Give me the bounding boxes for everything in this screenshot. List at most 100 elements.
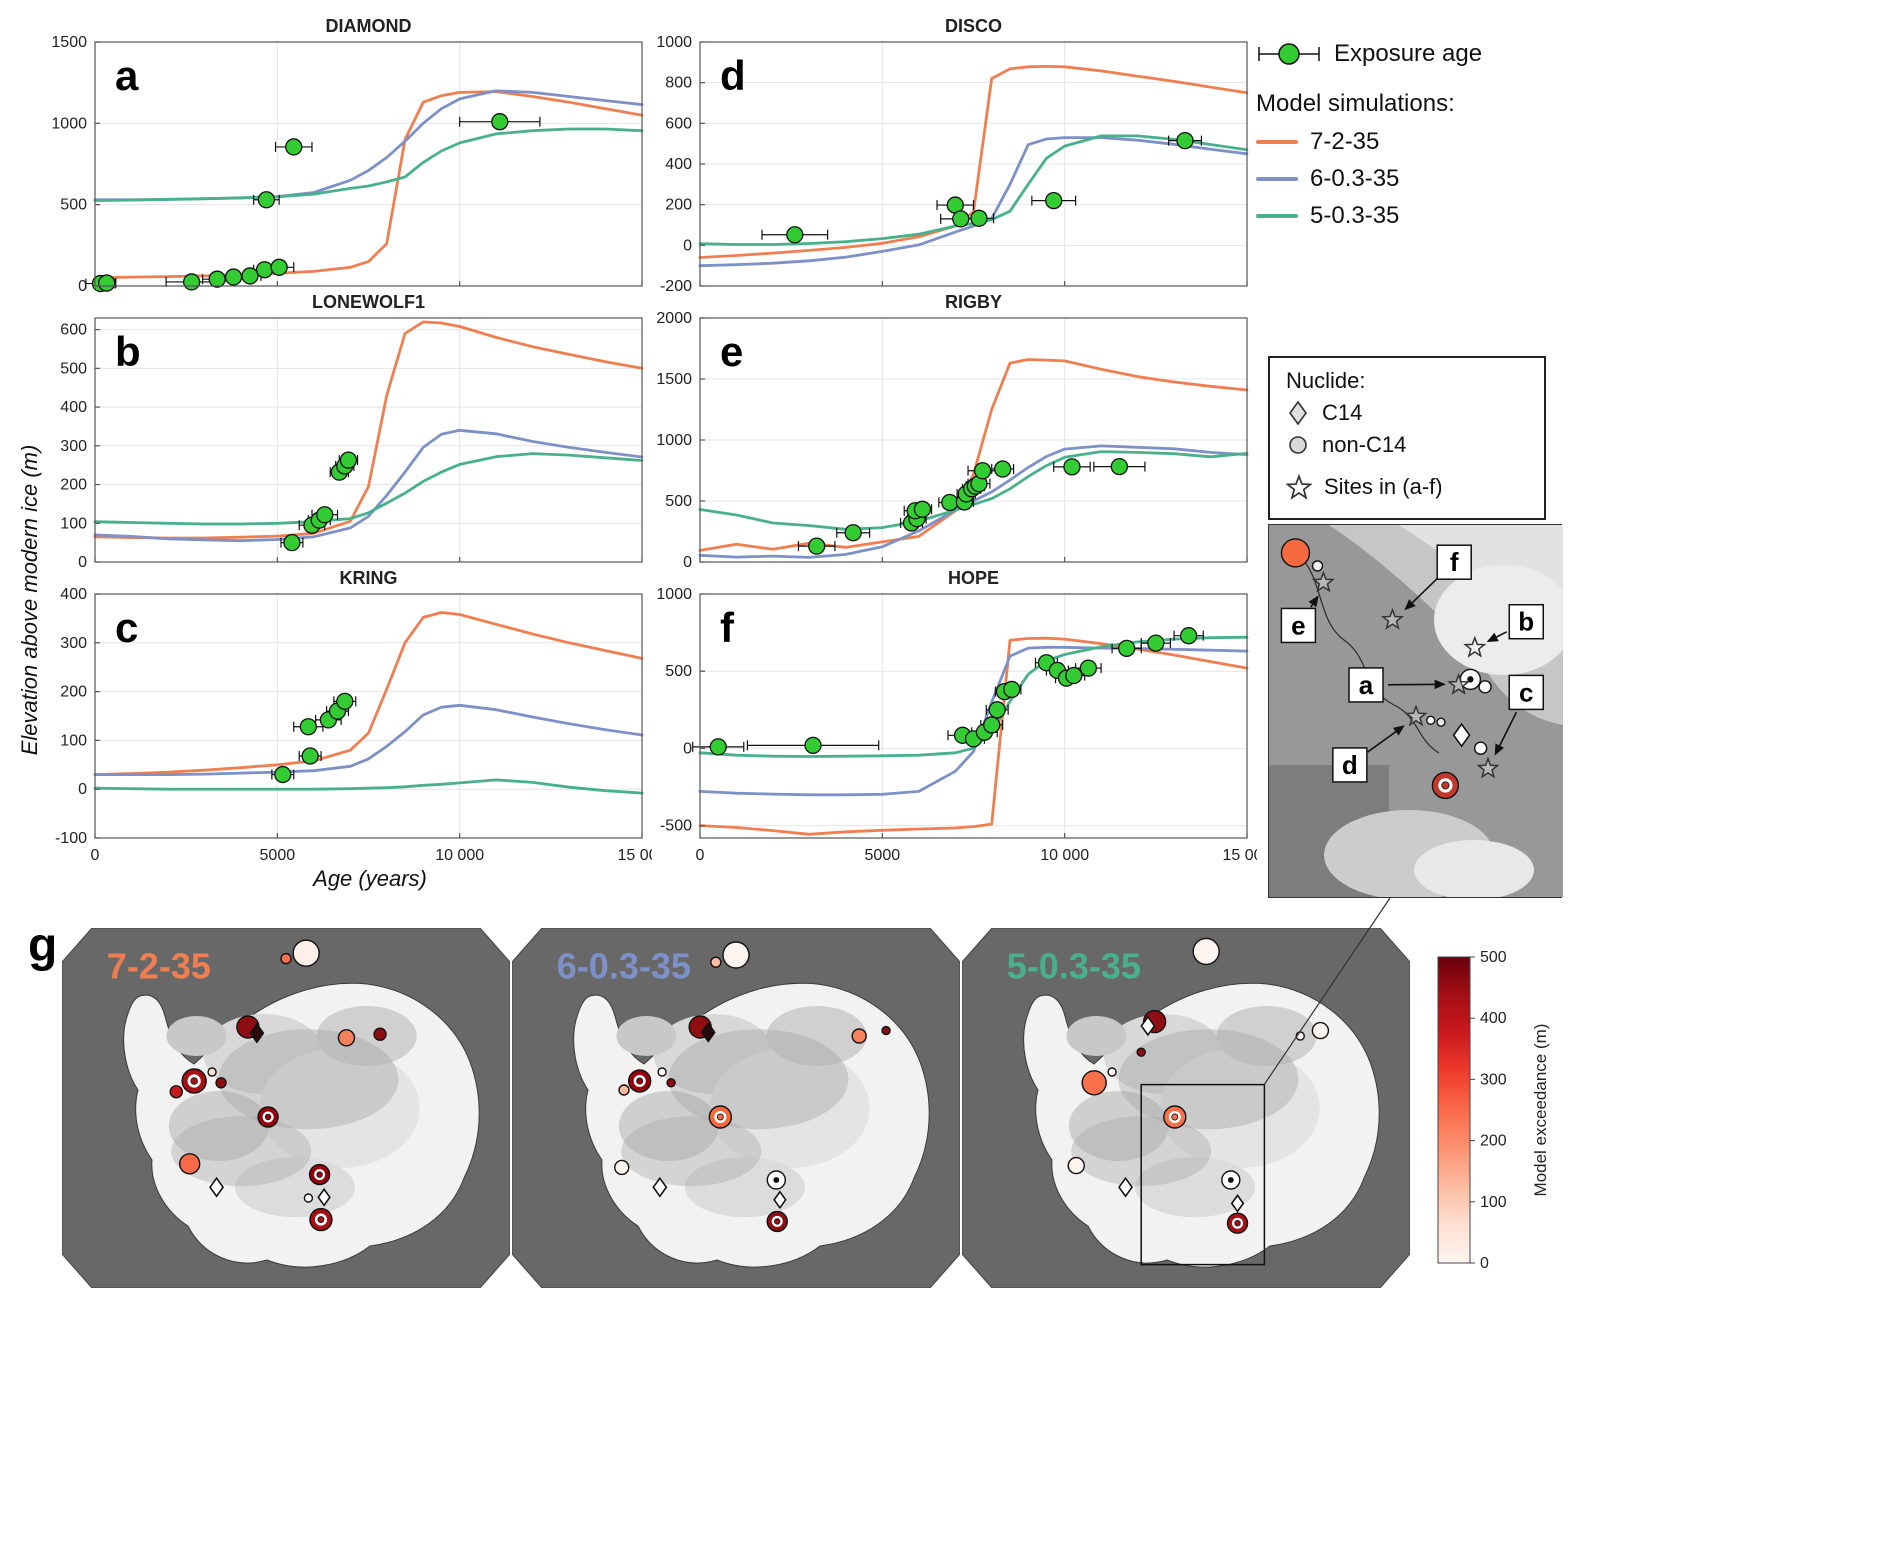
nuclide-item-c14: C14	[1286, 400, 1528, 426]
svg-text:0: 0	[78, 554, 87, 571]
model-exceedance-colorbar: 0 100 200 300 400 500 Model exceedance (m)	[1428, 945, 1588, 1275]
svg-text:400: 400	[60, 399, 87, 416]
svg-text:2000: 2000	[656, 310, 692, 327]
svg-text:c: c	[1519, 677, 1533, 707]
svg-text:-200: -200	[660, 278, 692, 295]
model-5-0-3-35-label: 5-0.3-35	[1310, 202, 1400, 229]
svg-text:5000: 5000	[260, 847, 296, 864]
svg-text:7-2-35: 7-2-35	[107, 945, 211, 986]
exposure-age-icon	[1258, 43, 1320, 65]
model-6-0-3-35-label: 6-0.3-35	[1310, 165, 1400, 192]
legend-exposure-age: Exposure age	[1256, 40, 1482, 68]
svg-text:1000: 1000	[656, 432, 692, 449]
svg-text:e: e	[720, 328, 743, 375]
svg-text:5-0.3-35: 5-0.3-35	[1007, 945, 1141, 986]
nuclide-non-c14-label: non-C14	[1322, 432, 1407, 457]
svg-text:LONEWOLF1: LONEWOLF1	[312, 292, 425, 312]
legend-model-6-0-3-35: 6-0.3-35	[1256, 165, 1482, 193]
diamond-icon	[1289, 400, 1307, 426]
site-location-inset-map: f b e a c d	[1268, 524, 1574, 900]
svg-text:KRING: KRING	[340, 568, 398, 588]
legend-model-7-2-35: 7-2-35	[1256, 128, 1482, 156]
model-7-2-35-swatch	[1256, 140, 1298, 144]
svg-text:DIAMOND: DIAMOND	[326, 16, 412, 36]
chart-disco: -200 0 200 400 600 800 1000 DISCO d	[642, 14, 1257, 319]
svg-text:1500: 1500	[656, 371, 692, 388]
chart-lonewolf1: 0 100 200 300 400 500 600 LONEWOLF1 b	[37, 290, 652, 595]
nuclide-legend-box: Nuclide: C14 non-C14 Sites in (a-f)	[1268, 356, 1546, 520]
svg-text:1500: 1500	[51, 34, 87, 51]
x-axis-label: Age (years)	[313, 866, 427, 891]
star-icon	[1286, 474, 1312, 500]
model-5-0-3-35-swatch	[1256, 214, 1298, 218]
svg-text:600: 600	[60, 322, 87, 339]
svg-text:DISCO: DISCO	[945, 16, 1002, 36]
legend: Exposure age Model simulations: 7-2-35 6…	[1256, 40, 1482, 239]
svg-text:b: b	[115, 328, 141, 375]
svg-text:200: 200	[60, 684, 87, 701]
svg-text:Model exceedance (m): Model exceedance (m)	[1531, 1024, 1550, 1197]
nuclide-sites-label: Sites in (a-f)	[1324, 474, 1443, 499]
svg-text:0: 0	[683, 740, 692, 757]
svg-text:100: 100	[60, 515, 87, 532]
nuclide-item-non-c14: non-C14	[1286, 432, 1528, 458]
svg-text:400: 400	[60, 586, 87, 603]
svg-text:-100: -100	[55, 830, 87, 847]
svg-text:400: 400	[665, 156, 692, 173]
model-simulations-title: Model simulations:	[1256, 90, 1455, 117]
circle-icon	[1289, 436, 1307, 454]
nuclide-c14-label: C14	[1322, 400, 1363, 425]
svg-text:500: 500	[60, 360, 87, 377]
svg-text:0: 0	[91, 847, 100, 864]
svg-text:500: 500	[60, 197, 87, 214]
svg-text:10 000: 10 000	[435, 847, 484, 864]
svg-text:200: 200	[665, 197, 692, 214]
model-7-2-35-label: 7-2-35	[1310, 128, 1380, 155]
svg-text:0: 0	[683, 237, 692, 254]
nuclide-item-sites: Sites in (a-f)	[1286, 474, 1528, 500]
svg-text:200: 200	[1480, 1133, 1507, 1150]
panel-g-letter: g	[28, 919, 58, 972]
svg-text:a: a	[1359, 670, 1374, 700]
svg-text:5000: 5000	[865, 847, 901, 864]
svg-text:f: f	[1450, 547, 1459, 577]
legend-model-5-0-3-35: 5-0.3-35	[1256, 202, 1482, 230]
svg-text:-500: -500	[660, 818, 692, 835]
svg-text:d: d	[1342, 750, 1358, 780]
svg-text:0: 0	[78, 278, 87, 295]
chart-rigby: 0 500 1000 1500 2000 RIGBY e	[642, 290, 1257, 595]
svg-text:500: 500	[665, 663, 692, 680]
model-6-0-3-35-swatch	[1256, 177, 1298, 181]
svg-text:0: 0	[1480, 1255, 1489, 1272]
map-6-0-3-35: 6-0.3-35	[511, 927, 961, 1289]
svg-text:600: 600	[665, 115, 692, 132]
exposure-age-label: Exposure age	[1334, 40, 1483, 67]
svg-text:1000: 1000	[51, 115, 87, 132]
svg-text:0: 0	[78, 781, 87, 798]
chart-diamond: 0 500 1000 1500 DIAMOND a	[37, 14, 652, 319]
svg-text:500: 500	[1480, 949, 1507, 966]
svg-text:d: d	[720, 52, 746, 99]
svg-text:800: 800	[665, 75, 692, 92]
svg-text:100: 100	[1480, 1194, 1507, 1211]
svg-text:500: 500	[665, 493, 692, 510]
svg-text:1000: 1000	[656, 34, 692, 51]
svg-text:1000: 1000	[656, 586, 692, 603]
nuclide-title: Nuclide:	[1286, 368, 1366, 393]
svg-text:300: 300	[60, 438, 87, 455]
svg-text:0: 0	[683, 554, 692, 571]
svg-text:RIGBY: RIGBY	[945, 292, 1002, 312]
svg-text:6-0.3-35: 6-0.3-35	[557, 945, 691, 986]
svg-text:15 000: 15 000	[1223, 847, 1257, 864]
svg-text:0: 0	[696, 847, 705, 864]
svg-text:a: a	[115, 52, 139, 99]
svg-text:400: 400	[1480, 1010, 1507, 1027]
map-7-2-35: 7-2-35	[61, 927, 511, 1289]
svg-text:e: e	[1291, 610, 1305, 640]
svg-text:b: b	[1518, 607, 1534, 637]
svg-text:300: 300	[1480, 1071, 1507, 1088]
svg-text:f: f	[720, 604, 735, 651]
